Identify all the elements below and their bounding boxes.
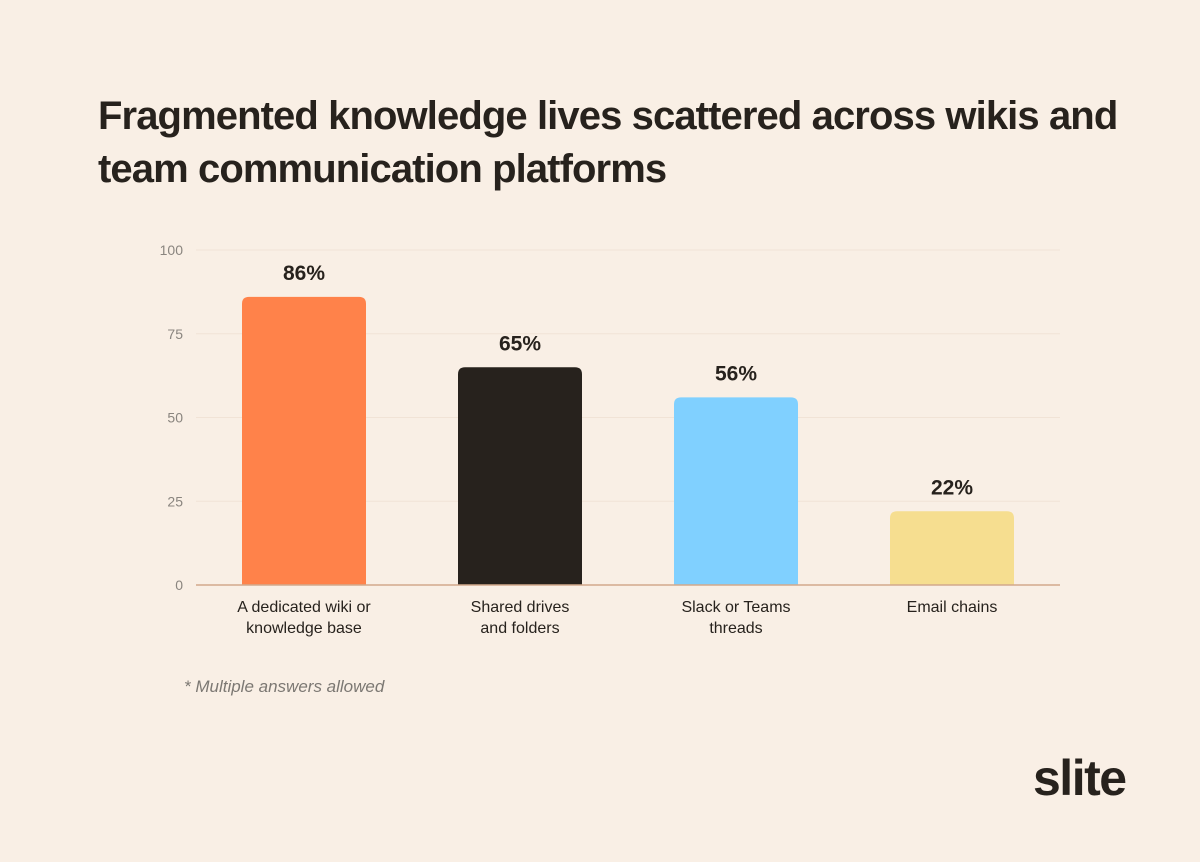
x-tick-label: Slack or Teams [681,599,790,616]
y-tick-label: 100 [160,242,184,258]
data-label: 22% [931,476,973,499]
x-tick-label: Shared drives [471,599,570,616]
y-tick-label: 50 [167,410,183,426]
x-tick-label: A dedicated wiki or [237,599,371,616]
y-tick-label: 25 [167,493,183,509]
x-tick-label: threads [709,620,762,637]
data-label: 86% [283,262,325,285]
x-tick-label: knowledge base [246,620,362,637]
y-tick-label: 0 [175,577,183,593]
bars [242,296,1014,585]
y-axis-ticks: 0 25 50 75 100 [160,242,184,593]
data-label: 65% [499,332,541,355]
footnote: * Multiple answers allowed [184,677,385,696]
bar [674,397,798,585]
x-tick-label: Email chains [907,599,998,616]
chart-title: Fragmented knowledge lives scattered acr… [98,94,1118,191]
x-axis-labels: A dedicated wiki or knowledge base Shared … [237,599,997,637]
x-tick-label: and folders [480,620,559,637]
y-tick-label: 75 [167,326,183,342]
bar [242,296,366,585]
slite-logo: slite [1033,750,1127,806]
bar [890,511,1014,585]
data-labels: 86% 65% 56% 22% [283,262,973,499]
bar [458,367,582,585]
data-label: 56% [715,362,757,385]
